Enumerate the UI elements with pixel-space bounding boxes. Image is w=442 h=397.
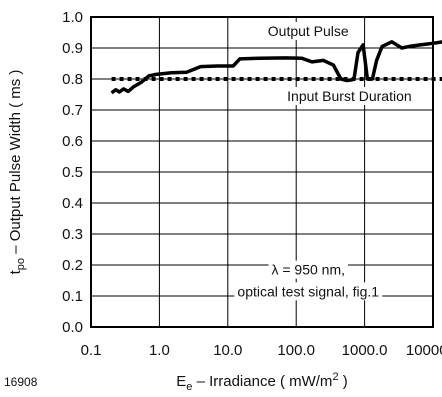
y-tick-label: 0.8 [62,71,83,88]
annotation-background [284,87,415,106]
output-pulse-line [110,40,442,95]
x-tick-label: 10.0 [213,342,242,359]
series-layer [110,40,442,95]
y-tick-label: 0.6 [62,133,83,150]
y-tick-label: 0.0 [62,319,83,336]
annotation-background [264,21,352,40]
x-tick-label: 1000.0 [342,342,388,359]
x-tick-label: 1.0 [149,342,170,359]
annotation-label: optical test signal, fig.1 [237,283,379,299]
y-tick-label: 0.7 [62,102,83,119]
y-tick-label: 0.9 [62,40,83,57]
x-axis-title: Ee – Irradiance ( mW/m2 ) [176,371,347,392]
annotation-background [234,282,383,301]
annotation-background [268,260,349,279]
annotations: Output Pulse Input Burst Duration λ = 950 … [234,21,415,301]
grid [90,16,434,328]
y-tick-label: 0.4 [62,195,83,212]
annotation-label: Input Burst Duration [287,88,412,104]
annotation-label: Output Pulse [268,23,349,39]
annotation-label: λ = 950 nm, [271,262,345,278]
y-tick-label: 0.5 [62,164,83,181]
y-axis-title: tpo – Output Pulse Width ( ms ) [7,70,27,275]
x-tick-label: 0.1 [81,342,102,359]
x-tick-label: 10000.0 [406,342,442,359]
plot-frame [90,16,434,328]
x-tick-label: 100.0 [277,342,315,359]
y-tick-label: 0.1 [62,288,83,305]
y-tick-label: 0.2 [62,257,83,274]
y-tick-label: 1.0 [62,9,83,26]
tick-labels: 0.0 0.1 0.2 0.3 0.4 0.5 0.6 0.7 0.8 0.9 1.0 0.1 1.0 1… [62,9,442,359]
figure-id: 16908 [4,375,38,389]
y-tick-label: 0.3 [62,226,83,243]
